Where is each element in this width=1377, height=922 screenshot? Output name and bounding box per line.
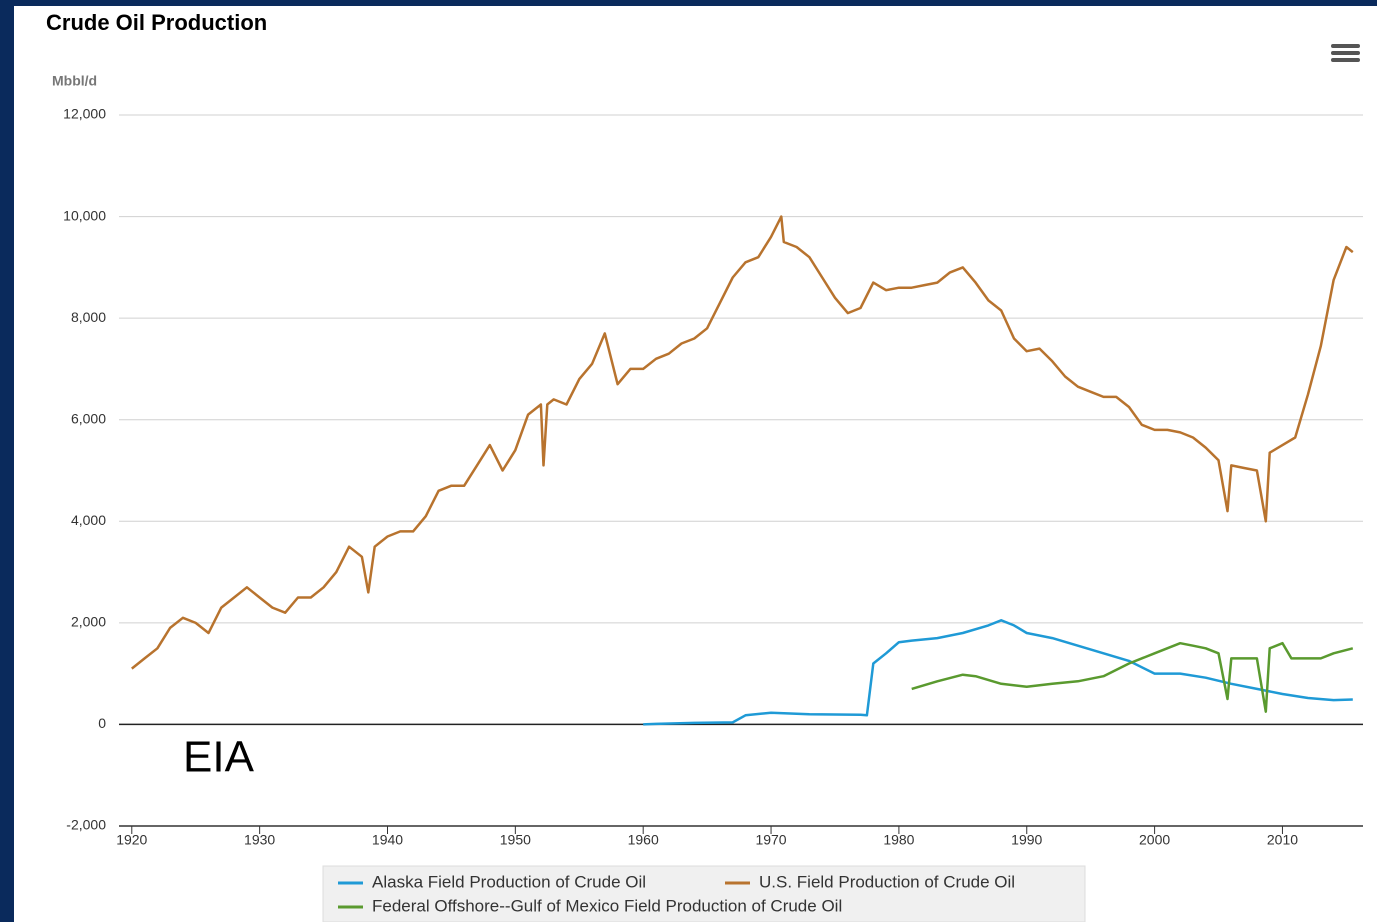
series-line — [131, 215, 1354, 670]
x-tick-label: 1980 — [883, 832, 914, 848]
x-tick-label: 1960 — [628, 832, 659, 848]
y-tick-label: -2,000 — [66, 817, 106, 833]
x-tick-label: 1950 — [500, 832, 531, 848]
x-tick-label: 1940 — [372, 832, 403, 848]
legend-box — [322, 865, 1086, 922]
x-tick-label: 2000 — [1139, 832, 1170, 848]
y-tick-label: 8,000 — [71, 309, 106, 325]
legend-label: Federal Offshore--Gulf of Mexico Field P… — [372, 896, 842, 915]
series-line — [911, 641, 1354, 713]
x-tick-label: 2010 — [1267, 832, 1298, 848]
y-tick-label: 2,000 — [71, 614, 106, 630]
y-tick-label: 6,000 — [71, 410, 106, 426]
legend-label: U.S. Field Production of Crude Oil — [759, 872, 1015, 891]
x-tick-label: 1970 — [755, 832, 786, 848]
y-tick-label: 10,000 — [63, 207, 106, 223]
x-tick-label: 1930 — [244, 832, 275, 848]
chart-title: Crude Oil Production — [46, 10, 267, 35]
x-tick-label: 1990 — [1011, 832, 1042, 848]
menu-icon[interactable] — [1331, 44, 1360, 62]
series-line — [643, 619, 1353, 726]
y-axis-label: Mbbl/d — [52, 73, 97, 89]
panel — [14, 6, 1377, 922]
y-tick-label: 4,000 — [71, 512, 106, 528]
legend-label: Alaska Field Production of Crude Oil — [372, 872, 646, 891]
x-tick-label: 1920 — [116, 832, 147, 848]
y-tick-label: 0 — [98, 715, 106, 731]
y-tick-label: 12,000 — [63, 106, 106, 122]
annotation: EIA — [183, 733, 255, 782]
